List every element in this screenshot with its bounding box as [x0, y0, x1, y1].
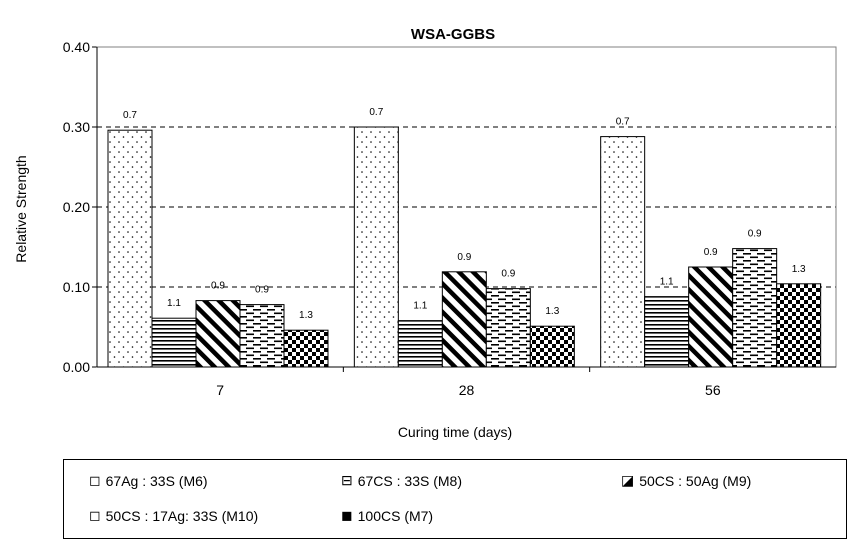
y-tick-label: 0.30	[63, 119, 90, 135]
legend-label-m9: 50CS : 50Ag (M9)	[639, 472, 752, 489]
legend-item-m7: ◼ 100CS (M7)	[341, 507, 433, 524]
data-label: 0.9	[748, 229, 762, 240]
data-label: 0.9	[704, 247, 718, 258]
bar	[239, 304, 285, 368]
bar	[283, 329, 329, 368]
x-tick-label: 28	[459, 382, 475, 398]
x-axis-label: Curing time (days)	[398, 424, 512, 440]
bar	[151, 317, 197, 368]
data-label: 0.7	[616, 117, 630, 128]
bar	[397, 320, 443, 368]
data-label: 0.7	[369, 107, 383, 118]
chart-title: WSA-GGBS	[411, 26, 495, 43]
data-label: 0.9	[501, 269, 515, 280]
x-tick-label: 56	[705, 382, 721, 398]
bar	[485, 288, 531, 368]
data-label: 0.9	[211, 281, 225, 292]
x-tick-label: 7	[216, 382, 224, 398]
legend-label-m6: 67Ag : 33S (M6)	[105, 472, 208, 489]
legend-item-m6: ◻ 67Ag : 33S (M6)	[89, 472, 208, 489]
legend-glyph-m10: ◻	[89, 507, 101, 523]
bar	[776, 283, 822, 368]
legend-glyph-m6: ◻	[89, 472, 101, 488]
bar	[600, 136, 646, 368]
bar	[732, 248, 778, 368]
axes: 0.00 0.10 0.20 0.30 0.40 7 28 56	[63, 39, 837, 398]
data-label: 1.3	[545, 306, 559, 317]
y-tick-label: 0.00	[63, 359, 90, 375]
data-label: 0.9	[457, 252, 471, 263]
data-label: 1.1	[413, 301, 427, 312]
bars: 0.7 1.1 0.9 0.9 1.3 0.7 1.1 0.9 0.9 1.3 0.7 1.1 0.9 0…	[107, 107, 822, 368]
bar	[529, 325, 575, 368]
data-label: 0.7	[123, 110, 137, 121]
legend-item-m8: ⊟ 67CS : 33S (M8)	[341, 472, 462, 489]
legend-item-m9: ◪ 50CS : 50Ag (M9)	[621, 472, 751, 489]
legend-item-m10: ◻ 50CS : 17Ag: 33S (M10)	[89, 507, 258, 524]
bar	[195, 300, 241, 368]
bar	[688, 266, 734, 368]
data-label: 1.3	[792, 264, 806, 275]
data-label: 1.1	[167, 298, 181, 309]
bar	[441, 271, 487, 368]
y-axis-label: Relative Strength	[13, 155, 29, 262]
gridlines	[97, 126, 836, 288]
legend-label-m7: 100CS (M7)	[357, 507, 434, 524]
bar	[644, 296, 690, 368]
data-label: 1.3	[299, 310, 313, 321]
y-tick-label: 0.40	[63, 39, 90, 55]
data-label: 0.9	[255, 285, 269, 296]
y-tick-label: 0.10	[63, 279, 90, 295]
legend: ◻ 67Ag : 33S (M6) ⊟ 67CS : 33S (M8) ◪ 50…	[63, 459, 847, 539]
legend-glyph-m8: ⊟	[341, 472, 353, 488]
legend-label-m8: 67CS : 33S (M8)	[357, 472, 462, 489]
legend-glyph-m7: ◼	[341, 507, 353, 523]
bar	[107, 129, 153, 368]
bar	[353, 126, 399, 368]
y-tick-label: 0.20	[63, 199, 90, 215]
data-label: 1.1	[660, 277, 674, 288]
legend-label-m10: 50CS : 17Ag: 33S (M10)	[105, 507, 259, 524]
legend-glyph-m9: ◪	[621, 472, 635, 488]
